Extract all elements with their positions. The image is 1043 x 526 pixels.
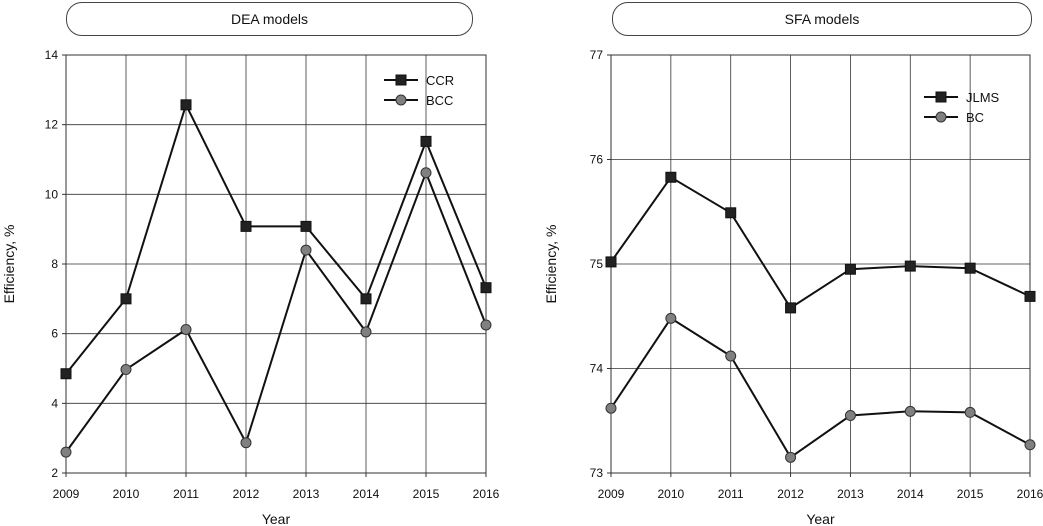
dea-x-tick-label: 2009 (53, 487, 80, 501)
sfa-jlms-point (785, 302, 797, 314)
dea-ccr-point (180, 99, 192, 111)
sfa-y-tick-label: 73 (590, 466, 604, 480)
sfa-x-tick-label: 2014 (897, 487, 924, 501)
sfa-jlms-line (610, 175, 1031, 310)
dea-bcc-point (120, 364, 132, 376)
dea-x-axis-label: Year (262, 511, 291, 526)
sfa-bc-point (785, 451, 797, 463)
sfa-x-tick-label: 2012 (777, 487, 804, 501)
dea-y-axis-label: Efficiency, % (1, 225, 17, 304)
dea-ccr-line (65, 102, 487, 375)
dea-ccr-point (60, 368, 72, 380)
sfa-x-tick-label: 2013 (837, 487, 864, 501)
dea-y-tick-label: 6 (51, 327, 58, 341)
dea-y-tick-label: 12 (45, 118, 59, 132)
sfa-legend-label: BC (966, 110, 984, 125)
dea-ccr-point (120, 293, 132, 305)
dea-legend: CCR BCC (384, 73, 454, 108)
dea-legend-marker (395, 74, 407, 86)
dea-x-tick-label: 2010 (113, 487, 140, 501)
dea-bcc-point (480, 319, 492, 331)
dea-chart: 2 4 6 8 10 12 14 2009 2010 2011 2012 2013 2014 2015 20… (1, 48, 500, 526)
dea-legend-label: CCR (426, 73, 454, 88)
sfa-chart: 73 74 75 76 77 2009 2010 2011 2012 2013 2014 2015 20… (543, 48, 1043, 526)
sfa-x-tick-label: 2011 (718, 487, 744, 501)
sfa-bc-point (1024, 439, 1036, 451)
sfa-jlms-point (605, 256, 617, 268)
dea-x-tick-label: 2011 (173, 487, 199, 501)
dea-legend-label: BCC (426, 93, 453, 108)
sfa-bc-point (904, 405, 916, 417)
dea-bcc-point (300, 244, 312, 256)
dea-bcc-line (65, 169, 487, 453)
sfa-x-tick-label: 2016 (1017, 487, 1043, 501)
dea-y-tick-label: 8 (51, 257, 58, 271)
dea-bcc-point (420, 167, 432, 179)
sfa-legend-marker (935, 91, 947, 103)
sfa-legend: JLMS BC (924, 90, 1000, 125)
sfa-bc-point (725, 350, 737, 362)
sfa-x-axis-label: Year (806, 511, 835, 526)
sfa-y-tick-label: 76 (590, 153, 604, 167)
sfa-bc-line (610, 316, 1031, 459)
dea-legend-marker (395, 94, 407, 106)
dea-y-tick-label: 10 (45, 187, 59, 201)
dea-y-tick-label: 2 (51, 466, 58, 480)
dea-ccr-point (240, 220, 252, 232)
dea-bcc-point (180, 323, 192, 335)
dea-x-tick-label: 2014 (353, 487, 380, 501)
dea-x-tick-label: 2015 (413, 487, 440, 501)
sfa-legend-marker (935, 111, 947, 123)
dea-ccr-point (480, 282, 492, 294)
sfa-jlms-point (1024, 290, 1036, 302)
sfa-bc-point (964, 406, 976, 418)
dea-x-tick-label: 2013 (293, 487, 320, 501)
sfa-jlms-point (904, 260, 916, 272)
dea-ccr-point (420, 135, 432, 147)
sfa-jlms-point (964, 262, 976, 274)
dea-ccr-point (360, 293, 372, 305)
sfa-jlms-point (665, 171, 677, 183)
sfa-legend-label: JLMS (966, 90, 1000, 105)
sfa-x-tick-label: 2010 (658, 487, 685, 501)
dea-panel-title: DEA models (66, 2, 473, 36)
dea-bcc-point (60, 446, 72, 458)
sfa-y-axis-label: Efficiency, % (543, 225, 559, 304)
dea-ccr-point (300, 220, 312, 232)
sfa-panel-title: SFA models (612, 2, 1032, 36)
sfa-x-tick-label: 2015 (957, 487, 984, 501)
dea-bcc-point (360, 326, 372, 338)
sfa-y-tick-label: 74 (590, 362, 604, 376)
dea-x-tick-label: 2012 (233, 487, 260, 501)
sfa-bc-point (665, 312, 677, 324)
sfa-jlms-point (844, 263, 856, 275)
sfa-jlms-point (725, 207, 737, 219)
sfa-y-tick-label: 75 (590, 257, 604, 271)
sfa-x-tick-label: 2009 (598, 487, 625, 501)
sfa-bc-point (605, 402, 617, 414)
dea-y-tick-label: 14 (45, 48, 59, 62)
sfa-bc-point (844, 410, 856, 422)
dea-y-tick-label: 4 (51, 396, 58, 410)
dea-x-tick-label: 2016 (473, 487, 500, 501)
sfa-y-tick-label: 77 (590, 48, 604, 62)
dea-bcc-point (240, 437, 252, 449)
